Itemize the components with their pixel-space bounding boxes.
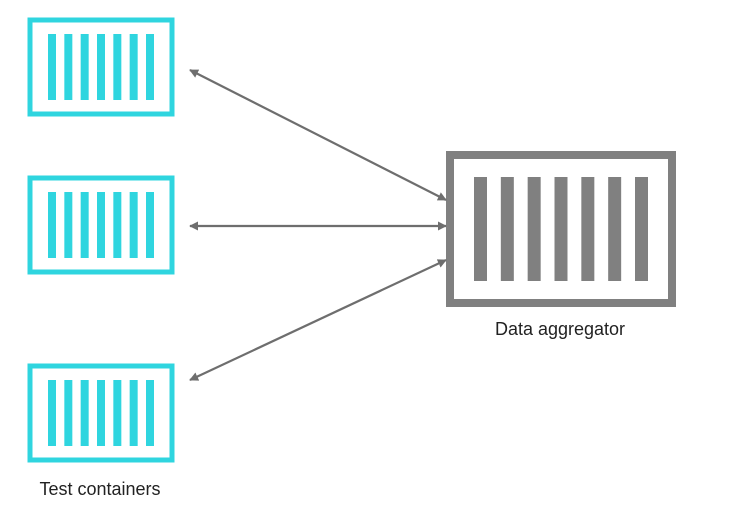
data-aggregator-node	[450, 155, 672, 303]
bidirectional-arrow	[190, 260, 446, 380]
test-containers-group	[30, 20, 172, 460]
architecture-diagram: Test containers Data aggregator	[0, 0, 740, 513]
test-container-node	[30, 366, 172, 460]
test-container-node	[30, 178, 172, 272]
data-aggregator-label: Data aggregator	[495, 319, 625, 339]
test-containers-label: Test containers	[39, 479, 160, 499]
test-container-node	[30, 20, 172, 114]
bidirectional-arrow	[190, 70, 446, 200]
connection-arrows	[190, 70, 446, 380]
